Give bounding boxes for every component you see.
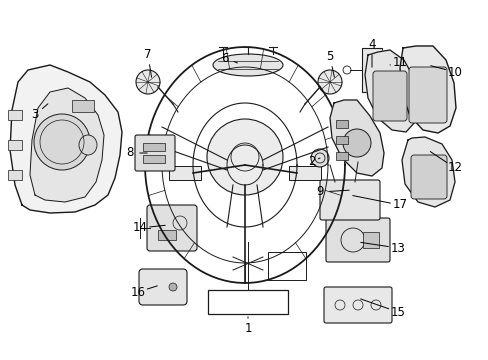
Text: 16: 16 bbox=[130, 285, 145, 298]
Ellipse shape bbox=[213, 54, 283, 76]
FancyBboxPatch shape bbox=[325, 218, 389, 262]
Text: 14: 14 bbox=[132, 221, 147, 234]
Bar bbox=[142, 143, 164, 151]
Bar bbox=[8, 110, 22, 120]
FancyBboxPatch shape bbox=[408, 67, 446, 123]
Text: 10: 10 bbox=[447, 66, 462, 78]
FancyBboxPatch shape bbox=[324, 287, 391, 323]
Bar bbox=[267, 252, 305, 280]
Text: 3: 3 bbox=[31, 108, 39, 121]
Text: 6: 6 bbox=[221, 51, 228, 64]
Polygon shape bbox=[329, 100, 383, 176]
Text: 11: 11 bbox=[392, 57, 407, 69]
Text: 5: 5 bbox=[325, 50, 333, 63]
FancyBboxPatch shape bbox=[139, 269, 186, 305]
Circle shape bbox=[342, 129, 370, 157]
Bar bbox=[335, 136, 347, 144]
Polygon shape bbox=[364, 50, 417, 132]
Circle shape bbox=[34, 114, 90, 170]
FancyBboxPatch shape bbox=[410, 155, 446, 199]
FancyBboxPatch shape bbox=[319, 180, 379, 220]
FancyBboxPatch shape bbox=[372, 71, 406, 121]
Bar bbox=[335, 120, 347, 128]
Ellipse shape bbox=[206, 119, 283, 195]
Bar bbox=[158, 230, 176, 240]
Polygon shape bbox=[401, 137, 454, 207]
Bar bbox=[142, 155, 164, 163]
Text: 2: 2 bbox=[307, 156, 315, 168]
FancyBboxPatch shape bbox=[147, 205, 197, 251]
Bar bbox=[8, 170, 22, 180]
Text: 1: 1 bbox=[244, 321, 251, 334]
Circle shape bbox=[169, 283, 177, 291]
Text: 13: 13 bbox=[390, 242, 405, 255]
Polygon shape bbox=[399, 46, 455, 133]
Bar bbox=[207, 290, 287, 314]
Bar bbox=[288, 166, 320, 180]
Text: 15: 15 bbox=[390, 306, 405, 319]
Text: 8: 8 bbox=[126, 147, 133, 159]
Text: 7: 7 bbox=[144, 49, 151, 62]
Circle shape bbox=[136, 70, 160, 94]
Text: 17: 17 bbox=[392, 198, 407, 211]
Polygon shape bbox=[30, 88, 104, 202]
Text: 12: 12 bbox=[447, 162, 462, 175]
Circle shape bbox=[317, 70, 341, 94]
Bar bbox=[335, 152, 347, 160]
Ellipse shape bbox=[79, 135, 97, 155]
Bar bbox=[361, 48, 381, 92]
Bar bbox=[362, 232, 378, 248]
Bar bbox=[169, 166, 201, 180]
Polygon shape bbox=[10, 65, 122, 213]
Circle shape bbox=[310, 149, 328, 167]
Bar bbox=[8, 140, 22, 150]
Text: 4: 4 bbox=[367, 39, 375, 51]
FancyBboxPatch shape bbox=[135, 135, 175, 171]
Bar bbox=[72, 100, 94, 112]
Text: 9: 9 bbox=[316, 185, 323, 198]
